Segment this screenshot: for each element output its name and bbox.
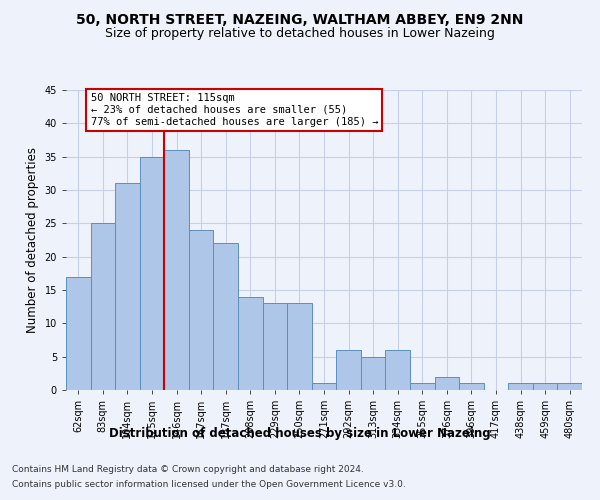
Bar — [140, 156, 164, 390]
Bar — [459, 384, 484, 390]
Bar — [115, 184, 140, 390]
Y-axis label: Number of detached properties: Number of detached properties — [26, 147, 39, 333]
Bar — [312, 384, 336, 390]
Text: 50, NORTH STREET, NAZEING, WALTHAM ABBEY, EN9 2NN: 50, NORTH STREET, NAZEING, WALTHAM ABBEY… — [76, 12, 524, 26]
Bar — [361, 356, 385, 390]
Text: Distribution of detached houses by size in Lower Nazeing: Distribution of detached houses by size … — [109, 428, 491, 440]
Bar — [287, 304, 312, 390]
Text: 50 NORTH STREET: 115sqm
← 23% of detached houses are smaller (55)
77% of semi-de: 50 NORTH STREET: 115sqm ← 23% of detache… — [91, 94, 378, 126]
Text: Size of property relative to detached houses in Lower Nazeing: Size of property relative to detached ho… — [105, 28, 495, 40]
Bar — [91, 224, 115, 390]
Bar — [336, 350, 361, 390]
Bar — [508, 384, 533, 390]
Bar — [557, 384, 582, 390]
Bar — [434, 376, 459, 390]
Bar — [66, 276, 91, 390]
Text: Contains public sector information licensed under the Open Government Licence v3: Contains public sector information licen… — [12, 480, 406, 489]
Bar — [214, 244, 238, 390]
Bar — [385, 350, 410, 390]
Bar — [410, 384, 434, 390]
Bar — [164, 150, 189, 390]
Text: Contains HM Land Registry data © Crown copyright and database right 2024.: Contains HM Land Registry data © Crown c… — [12, 465, 364, 474]
Bar — [238, 296, 263, 390]
Bar — [263, 304, 287, 390]
Bar — [189, 230, 214, 390]
Bar — [533, 384, 557, 390]
